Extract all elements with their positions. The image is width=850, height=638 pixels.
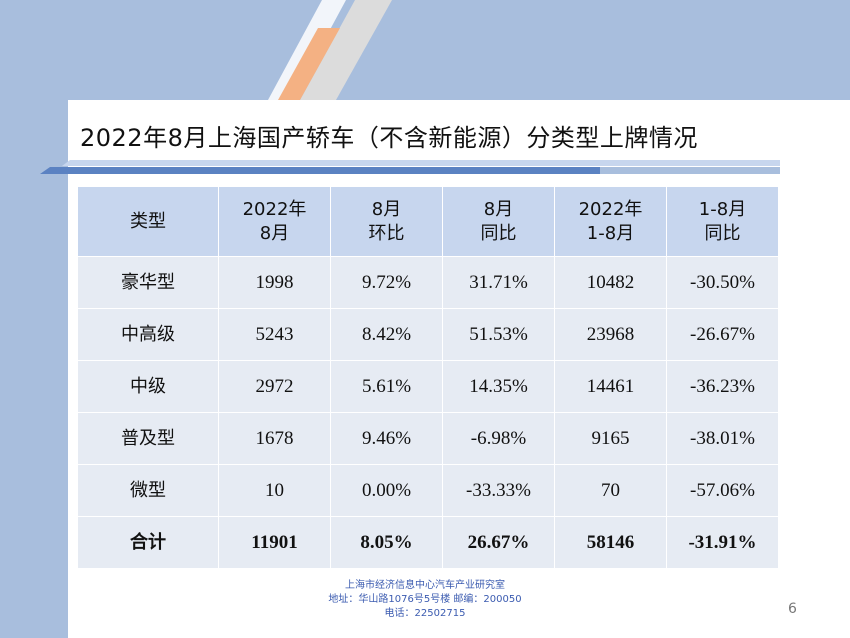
cell-yoy: 14.35% [442, 360, 555, 413]
cell-yoy: -6.98% [442, 412, 555, 465]
cell-ytd: 14461 [554, 360, 667, 413]
cell-aug: 1678 [218, 412, 331, 465]
cell-ytd: 23968 [554, 308, 667, 361]
header-aug-yoy: 8月 同比 [442, 186, 555, 257]
cell-type: 豪华型 [77, 256, 219, 309]
cell-ytd: 9165 [554, 412, 667, 465]
cell-mom: 8.42% [330, 308, 443, 361]
cell-type: 中高级 [77, 308, 219, 361]
cell-ytd-yoy: -31.91% [666, 516, 779, 569]
registration-table: 类型 2022年 8月 8月 环比 8月 同比 2022年 1-8月 1-8月 同比 豪华… [77, 186, 779, 569]
cell-mom: 0.00% [330, 464, 443, 517]
header-jan-aug-2022: 2022年 1-8月 [554, 186, 667, 257]
cell-type: 普及型 [77, 412, 219, 465]
header-jan-aug-yoy: 1-8月 同比 [666, 186, 779, 257]
cell-ytd-yoy: -57.06% [666, 464, 779, 517]
decorative-stripes [268, 0, 392, 100]
cell-ytd-yoy: -36.23% [666, 360, 779, 413]
footer-phone: 电话：22502715 [384, 608, 466, 619]
cell-ytd-yoy: -38.01% [666, 412, 779, 465]
cell-aug: 5243 [218, 308, 331, 361]
cell-ytd: 58146 [554, 516, 667, 569]
table-row: 中高级 5243 8.42% 51.53% 23968 -26.67% [77, 308, 779, 361]
cell-yoy: -33.33% [442, 464, 555, 517]
left-decorative-band [0, 0, 68, 638]
cell-mom: 9.72% [330, 256, 443, 309]
table-row: 普及型 1678 9.46% -6.98% 9165 -38.01% [77, 412, 779, 465]
cell-aug: 10 [218, 464, 331, 517]
table-header-row: 类型 2022年 8月 8月 环比 8月 同比 2022年 1-8月 1-8月 同比 [77, 186, 779, 257]
title-underline [40, 160, 780, 174]
footer-address: 地址：华山路1076号5号楼 邮编：200050 [328, 594, 522, 605]
cell-aug: 2972 [218, 360, 331, 413]
cell-ytd-yoy: -30.50% [666, 256, 779, 309]
table-row: 中级 2972 5.61% 14.35% 14461 -36.23% [77, 360, 779, 413]
cell-type: 合计 [77, 516, 219, 569]
table-row: 豪华型 1998 9.72% 31.71% 10482 -30.50% [77, 256, 779, 309]
cell-ytd: 70 [554, 464, 667, 517]
header-aug-2022: 2022年 8月 [218, 186, 331, 257]
cell-type: 中级 [77, 360, 219, 413]
page-title: 2022年8月上海国产轿车（不含新能源）分类型上牌情况 [80, 124, 698, 152]
cell-ytd-yoy: -26.67% [666, 308, 779, 361]
table-total-row: 合计 11901 8.05% 26.67% 58146 -31.91% [77, 516, 779, 569]
cell-yoy: 51.53% [442, 308, 555, 361]
page-number: 6 [788, 601, 797, 617]
cell-mom: 5.61% [330, 360, 443, 413]
cell-mom: 8.05% [330, 516, 443, 569]
cell-aug: 11901 [218, 516, 331, 569]
cell-type: 微型 [77, 464, 219, 517]
table-row: 微型 10 0.00% -33.33% 70 -57.06% [77, 464, 779, 517]
cell-ytd: 10482 [554, 256, 667, 309]
cell-mom: 9.46% [330, 412, 443, 465]
header-aug-mom: 8月 环比 [330, 186, 443, 257]
cell-yoy: 31.71% [442, 256, 555, 309]
cell-aug: 1998 [218, 256, 331, 309]
top-decorative-band [68, 0, 850, 100]
cell-yoy: 26.67% [442, 516, 555, 569]
header-type: 类型 [77, 186, 219, 257]
footer-org: 上海市经济信息中心汽车产业研究室 [345, 580, 505, 591]
